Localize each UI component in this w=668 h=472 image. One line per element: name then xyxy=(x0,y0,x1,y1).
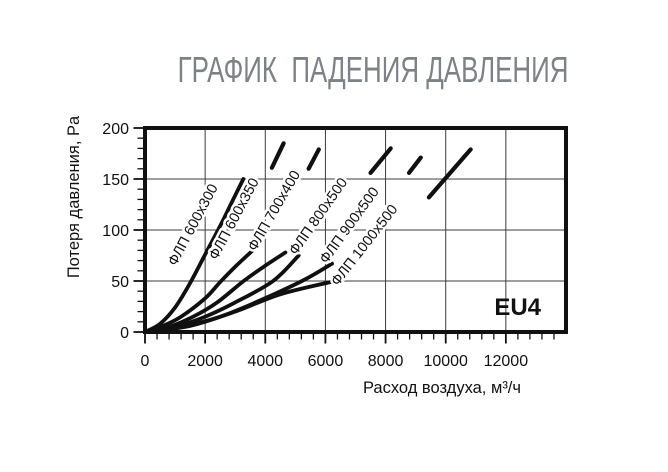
curve-ФЛП 1000x500 xyxy=(143,280,333,334)
curve-upper-segment-ФЛП 600x350 xyxy=(269,141,286,170)
curve-ФЛП 600x300 xyxy=(143,177,246,334)
curve-upper-segment-ФЛП 1000x500 xyxy=(426,147,473,200)
y-tick-label-50: 50 xyxy=(111,274,129,291)
y-tick-label-200: 200 xyxy=(102,121,129,138)
grid-layer xyxy=(147,130,564,330)
filter-class-badge: EU4 xyxy=(494,294,541,321)
x-tick-label-8000: 8000 xyxy=(368,353,404,370)
x-tick-label-2000: 2000 xyxy=(187,353,223,370)
curve-ФЛП 600x350 xyxy=(143,247,256,334)
chart-title: ГРАФИК ПАДЕНИЯ ДАВЛЕНИЯ xyxy=(178,50,569,90)
x-tick-label-12000: 12000 xyxy=(484,353,529,370)
x-tick-label-0: 0 xyxy=(141,353,150,370)
y-tick-label-0: 0 xyxy=(120,325,129,342)
tick-label-layer: 0 2000 4000 6000 8000 10000 12000 0 50 100 150 200 xyxy=(102,121,528,370)
curve-upper-segment-ФЛП 900x500 xyxy=(406,155,423,175)
x-tick-label-4000: 4000 xyxy=(247,353,283,370)
x-axis-title: Расход воздуха, м³/ч xyxy=(363,379,521,397)
x-tick-label-6000: 6000 xyxy=(308,353,344,370)
curve-upper-segment-ФЛП 800x500 xyxy=(368,146,393,175)
plot-frame xyxy=(143,126,568,334)
y-tick-label-150: 150 xyxy=(102,172,129,189)
curve-upper-segment-ФЛП 700x400 xyxy=(306,147,321,171)
y-axis-title: Потеря давления, Pa xyxy=(65,115,83,278)
tick-layer xyxy=(133,127,555,344)
x-tick-label-10000: 10000 xyxy=(423,353,468,370)
curves-layer xyxy=(143,141,473,334)
y-tick-label-100: 100 xyxy=(102,223,129,240)
